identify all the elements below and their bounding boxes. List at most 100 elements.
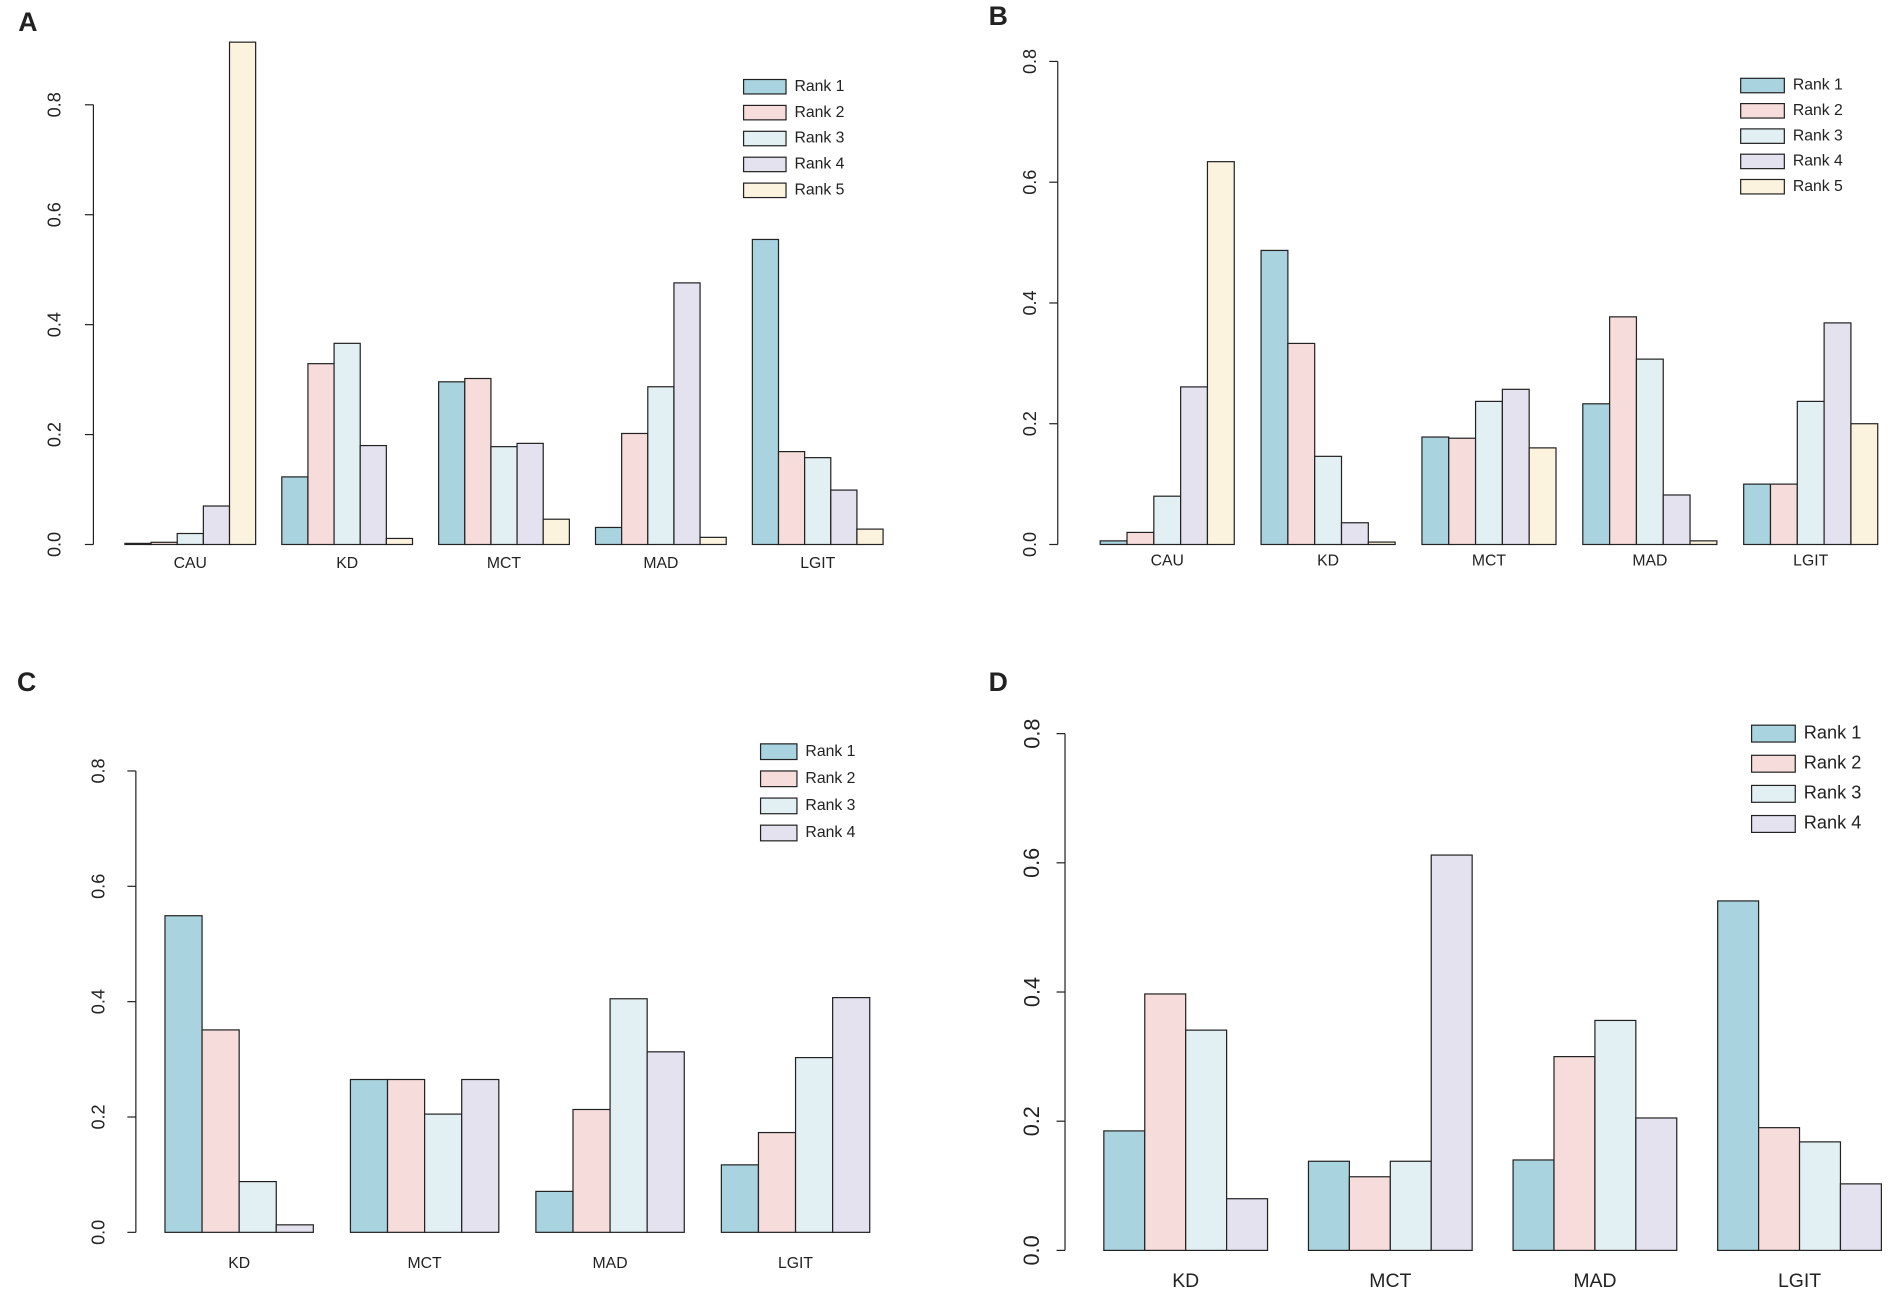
legend-label: Rank 3 bbox=[1804, 783, 1862, 803]
bar bbox=[1582, 403, 1611, 546]
legend-swatch bbox=[1750, 754, 1796, 773]
bar bbox=[751, 238, 780, 546]
bar bbox=[307, 363, 335, 546]
bar bbox=[572, 1108, 611, 1233]
y-tick-label: 0.4 bbox=[45, 312, 65, 337]
x-tick-label: MAD bbox=[1632, 553, 1667, 570]
legend-swatch bbox=[759, 743, 798, 761]
legend-label: Rank 2 bbox=[1793, 102, 1843, 119]
y-tick-label: 0.4 bbox=[1020, 290, 1040, 315]
bar bbox=[1798, 1141, 1842, 1252]
bar bbox=[490, 446, 518, 546]
legend-label: Rank 2 bbox=[1804, 753, 1862, 773]
legend-swatch bbox=[1740, 178, 1785, 195]
legend-label: Rank 1 bbox=[795, 78, 845, 95]
y-tick-label: 0.6 bbox=[1020, 170, 1040, 195]
legend-swatch bbox=[1750, 724, 1796, 743]
y-tick-label: 0.6 bbox=[1019, 848, 1044, 878]
legend-label: Rank 3 bbox=[1793, 127, 1843, 144]
y-tick-label: 0.2 bbox=[1019, 1106, 1044, 1136]
bar bbox=[1594, 1019, 1637, 1252]
bar bbox=[535, 1190, 574, 1233]
bar bbox=[757, 1131, 797, 1233]
panel-label: A bbox=[18, 7, 37, 37]
y-tick-label: 0.0 bbox=[1019, 1235, 1044, 1265]
bar bbox=[1796, 400, 1825, 546]
x-tick-label: LGIT bbox=[778, 1255, 813, 1272]
x-tick-label: KD bbox=[228, 1255, 250, 1272]
bar bbox=[228, 41, 257, 546]
y-tick-label: 0.8 bbox=[88, 758, 108, 783]
bar bbox=[124, 542, 152, 546]
bar bbox=[1260, 249, 1289, 546]
legend-label: Rank 1 bbox=[805, 743, 855, 760]
bar bbox=[1340, 522, 1369, 546]
legend-swatch bbox=[759, 770, 798, 788]
x-tick-label: LGIT bbox=[1793, 553, 1828, 570]
y-tick-label: 0.8 bbox=[1019, 719, 1044, 749]
bar bbox=[1823, 322, 1852, 546]
x-tick-label: CAU bbox=[1151, 553, 1184, 570]
bar bbox=[594, 526, 623, 546]
y-tick-label: 0.0 bbox=[45, 532, 65, 557]
legend-label: Rank 1 bbox=[1804, 722, 1862, 742]
bar bbox=[1743, 483, 1772, 546]
legend-swatch bbox=[742, 104, 787, 121]
x-tick-label: CAU bbox=[174, 555, 207, 572]
bar bbox=[609, 998, 648, 1233]
bar bbox=[673, 282, 701, 546]
y-tick-label: 0.2 bbox=[1020, 411, 1040, 436]
bar bbox=[464, 377, 492, 546]
legend-label: Rank 5 bbox=[1793, 178, 1843, 195]
bar bbox=[516, 442, 544, 546]
x-tick-label: LGIT bbox=[800, 555, 835, 572]
bar bbox=[647, 386, 675, 546]
panel-label: D bbox=[989, 667, 1008, 697]
y-tick-label: 0.6 bbox=[88, 874, 108, 899]
bar bbox=[1758, 1127, 1801, 1252]
legend-swatch bbox=[1750, 814, 1796, 834]
bar bbox=[1389, 1160, 1432, 1252]
legend-swatch bbox=[742, 182, 787, 199]
bar bbox=[1528, 447, 1557, 546]
bar bbox=[1314, 455, 1343, 546]
bar bbox=[1850, 423, 1879, 546]
legend-label: Rank 1 bbox=[1793, 77, 1843, 94]
bar bbox=[1430, 854, 1473, 1252]
bar bbox=[1348, 1176, 1391, 1252]
bar bbox=[1126, 531, 1155, 546]
bar bbox=[1180, 386, 1209, 546]
bar bbox=[1717, 900, 1760, 1252]
bar bbox=[201, 1029, 240, 1233]
bar bbox=[794, 1056, 834, 1233]
x-tick-label: MAD bbox=[593, 1255, 628, 1272]
y-tick-label: 0.8 bbox=[1020, 49, 1040, 74]
legend-swatch bbox=[1740, 77, 1785, 94]
legend-swatch bbox=[759, 797, 798, 815]
bar bbox=[777, 451, 806, 546]
bar bbox=[386, 1078, 426, 1233]
bar bbox=[1689, 540, 1718, 546]
bar bbox=[646, 1051, 685, 1233]
bar bbox=[830, 489, 858, 546]
bar bbox=[1307, 1160, 1350, 1252]
legend-swatch bbox=[1740, 102, 1785, 119]
y-tick-label: 0.2 bbox=[88, 1104, 108, 1129]
bar bbox=[281, 476, 309, 546]
bar bbox=[349, 1078, 389, 1233]
legend-swatch bbox=[742, 78, 787, 95]
bar bbox=[1553, 1056, 1596, 1252]
x-tick-label: KD bbox=[1172, 1270, 1199, 1292]
legend-label: Rank 4 bbox=[1804, 813, 1862, 833]
bar bbox=[238, 1180, 277, 1233]
y-tick-label: 0.0 bbox=[1020, 532, 1040, 557]
panel-label: B bbox=[989, 1, 1008, 31]
y-tick-label: 0.8 bbox=[45, 92, 65, 117]
legend-label: Rank 2 bbox=[805, 770, 855, 787]
bar bbox=[832, 997, 871, 1233]
bar bbox=[621, 432, 649, 546]
legend-label: Rank 4 bbox=[795, 156, 845, 173]
bar bbox=[1287, 342, 1316, 546]
